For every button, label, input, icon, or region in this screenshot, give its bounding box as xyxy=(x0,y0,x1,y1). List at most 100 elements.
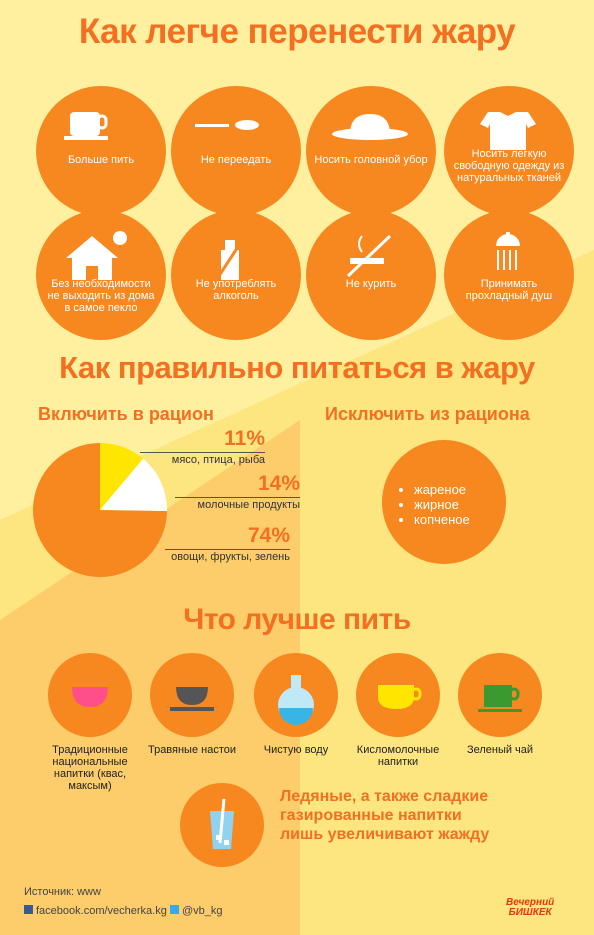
tip-icon xyxy=(346,234,392,278)
pie-rule xyxy=(140,452,265,453)
exclude-item: жирное xyxy=(414,497,470,512)
icon-part xyxy=(195,124,229,127)
exclude-item: жареное xyxy=(414,482,470,497)
icon-part xyxy=(480,112,536,150)
glass-icon xyxy=(210,798,234,849)
drink-icon xyxy=(278,675,314,725)
tip-circle: Носить легкую свободную одежду из натура… xyxy=(444,86,574,216)
pie-category: мясо, птица, рыба xyxy=(171,454,265,466)
icon-part xyxy=(170,707,214,711)
pie-rule xyxy=(165,549,290,550)
icon-part xyxy=(96,114,108,130)
tip-circle: Не употреблять алкоголь xyxy=(171,210,301,340)
logo: Вечерний БИШКЕК xyxy=(506,898,554,918)
drink-label: Травяные настои xyxy=(147,744,237,756)
icon-part xyxy=(66,236,118,280)
pie-slice xyxy=(100,443,144,510)
pie-category: овощи, фрукты, зелень xyxy=(171,551,290,563)
title: Как легче перенести жару xyxy=(78,12,516,51)
tip-label: Не курить xyxy=(345,278,397,290)
tip-label: Не переедать xyxy=(200,154,272,166)
pie-category: молочные продукты xyxy=(197,499,301,511)
drink-circle xyxy=(150,653,234,737)
drink-label: Кисломолочные напитки xyxy=(356,744,440,768)
drink-icon xyxy=(478,685,522,712)
icon-part xyxy=(279,708,313,725)
icon-part xyxy=(235,120,259,130)
pie-slice xyxy=(33,443,167,577)
tip-circle: Больше пить xyxy=(36,86,166,216)
tip-label: Носить легкую свободную одежду из натура… xyxy=(453,148,565,184)
drink-icon xyxy=(170,687,214,711)
tip-label: Без необходимости не выходить из дома в … xyxy=(47,278,155,314)
pie-slice xyxy=(100,458,167,512)
tip-circle: Носить головной убор xyxy=(306,86,436,216)
icon-part xyxy=(350,258,384,264)
twitter-text: @vb_kg xyxy=(182,905,223,917)
pie-value-label: 14% xyxy=(257,472,300,495)
tip-circle: Не курить xyxy=(306,210,436,340)
tip-label: Принимать прохладный душ xyxy=(465,278,553,302)
tip-icon xyxy=(64,112,108,140)
icon-part xyxy=(176,687,208,705)
warning-text: Ледяные, а также сладкие газированные на… xyxy=(280,788,490,843)
tip-icon xyxy=(213,235,247,283)
icon-part xyxy=(484,685,512,707)
pie-rule xyxy=(175,497,300,498)
tip-label: Больше пить xyxy=(67,154,135,166)
drink-label: Традиционные национальные напитки (квас,… xyxy=(52,744,128,792)
ice xyxy=(224,840,229,845)
logo-top: Вечерний xyxy=(506,897,555,908)
icon-part xyxy=(113,231,127,245)
icon-part xyxy=(346,234,392,278)
pie-chart xyxy=(33,443,167,577)
tip-label: Носить головной убор xyxy=(314,154,428,166)
icon-part xyxy=(213,235,247,283)
drink-circle xyxy=(458,653,542,737)
drink-circle xyxy=(356,653,440,737)
diet-title: Как правильно питаться в жару xyxy=(59,350,535,385)
drink-circle xyxy=(254,653,338,737)
drink-circle xyxy=(48,653,132,737)
fb-icon xyxy=(24,905,33,914)
icon-part xyxy=(410,687,422,701)
twitter: @vb_kg xyxy=(170,905,223,917)
tip-label: Не употреблять алкоголь xyxy=(195,278,277,302)
drinks-title: Что лучше пить xyxy=(183,603,411,636)
icon-part xyxy=(70,112,100,136)
icon-part xyxy=(506,232,510,242)
icon-part xyxy=(478,709,522,712)
tip-icon xyxy=(480,112,536,150)
logo-bottom: БИШКЕК xyxy=(508,907,552,918)
tip-icon xyxy=(496,232,520,270)
drink-icon xyxy=(72,687,108,707)
tip-circle: Без необходимости не выходить из дома в … xyxy=(36,210,166,340)
icon-part xyxy=(86,266,98,280)
icon-part xyxy=(64,136,108,140)
icon-part xyxy=(221,250,239,280)
include-title: Включить в рацион xyxy=(38,404,214,424)
tip-circle: Не переедать xyxy=(171,86,301,216)
exclude-circle: жареноежирноекопченое xyxy=(382,440,506,564)
icon-part xyxy=(291,675,301,689)
exclude-item: копченое xyxy=(414,512,470,527)
facebook-text: facebook.com/vecherka.kg xyxy=(36,905,167,917)
tip-icon xyxy=(66,231,127,280)
pie-value-label: 74% xyxy=(247,524,290,547)
icon-part xyxy=(72,687,108,707)
icon-part xyxy=(358,235,363,253)
drink-icon xyxy=(378,685,422,709)
facebook: facebook.com/vecherka.kg xyxy=(24,905,167,917)
tip-icon xyxy=(195,120,259,130)
exclude-title: Исключить из рациона xyxy=(325,404,530,424)
icon-part xyxy=(350,114,390,134)
tw-icon xyxy=(170,905,179,914)
icon-part xyxy=(225,240,235,250)
warning-circle xyxy=(180,783,264,867)
tip-circle: Принимать прохладный душ xyxy=(444,210,574,340)
drink-label: Зеленый чай xyxy=(466,744,534,756)
source: Источник: www xyxy=(24,886,101,898)
icon-part xyxy=(508,687,520,701)
exclude-list: жареноежирноекопченое xyxy=(382,482,470,527)
